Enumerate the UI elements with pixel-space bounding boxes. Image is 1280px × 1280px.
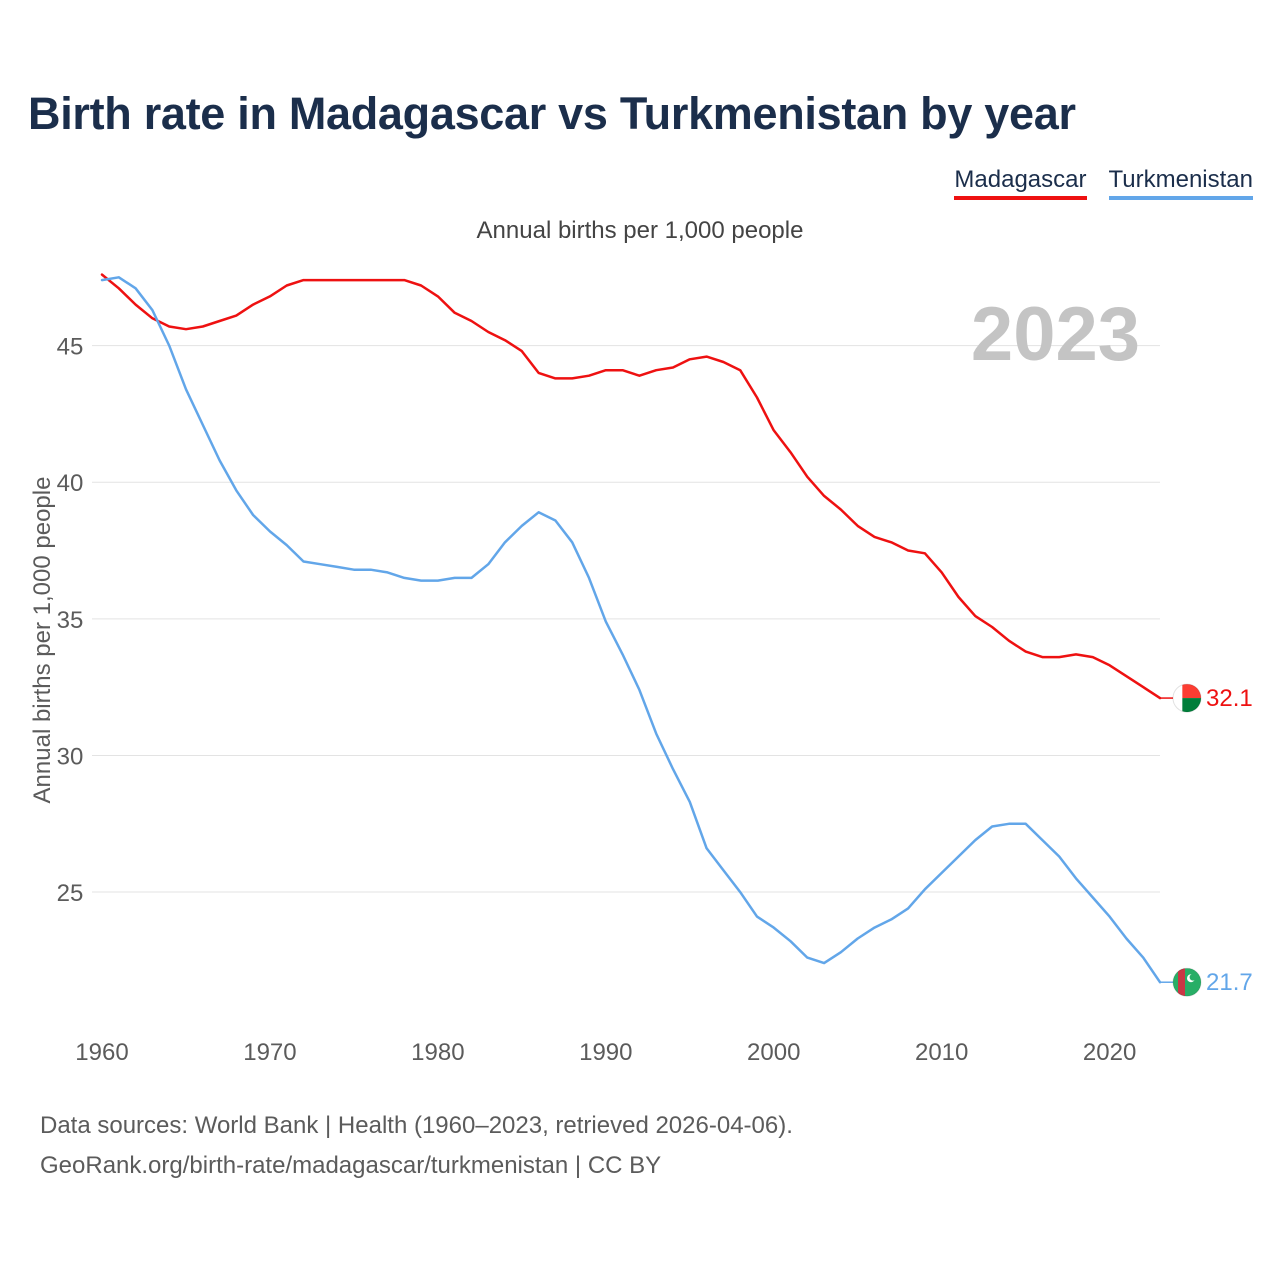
x-tick-label: 2020 <box>1083 1039 1136 1066</box>
y-tick-label: 40 <box>57 470 84 497</box>
series-end-marker-turkmenistan <box>1160 967 1202 997</box>
y-tick-label: 45 <box>57 334 84 361</box>
source-line-1: Data sources: World Bank | Health (1960–… <box>40 1112 793 1139</box>
x-tick-label: 2010 <box>915 1039 968 1066</box>
end-value-label: 32.1 <box>1206 685 1253 712</box>
series-line-turkmenistan[interactable] <box>100 276 1162 984</box>
y-axis-title: Annual births per 1,000 people <box>29 477 56 804</box>
series-line-madagascar[interactable] <box>100 273 1162 700</box>
series-end-marker-madagascar <box>1160 683 1202 713</box>
x-tick-label: 1970 <box>243 1039 296 1066</box>
x-tick-label: 1990 <box>579 1039 632 1066</box>
y-tick-label: 25 <box>57 880 84 907</box>
flag-icon <box>1173 968 1201 997</box>
year-label: 2023 <box>971 292 1140 377</box>
chart-title: Birth rate in Madagascar vs Turkmenistan… <box>28 88 1076 139</box>
line-chart: 2023 Annual births per 1,000 people 25 30… <box>29 273 1253 1066</box>
source-note: Data sources: World Bank | Health (1960–… <box>40 1106 793 1186</box>
x-tick-label: 1980 <box>411 1039 464 1066</box>
x-tick-label: 1960 <box>75 1039 128 1066</box>
y-tick-label: 35 <box>57 607 84 634</box>
chart-subtitle: Annual births per 1,000 people <box>476 217 804 244</box>
x-tick-label: 2000 <box>747 1039 800 1066</box>
legend: Madagascar Turkmenistan <box>954 166 1253 200</box>
legend-item-madagascar[interactable]: Madagascar <box>954 166 1087 200</box>
y-tick-label: 30 <box>57 743 84 770</box>
source-line-2[interactable]: GeoRank.org/birth-rate/madagascar/turkme… <box>40 1152 662 1179</box>
legend-item-turkmenistan[interactable]: Turkmenistan <box>1108 166 1253 200</box>
end-value-label: 21.7 <box>1206 969 1253 996</box>
flag-icon <box>1173 684 1201 713</box>
